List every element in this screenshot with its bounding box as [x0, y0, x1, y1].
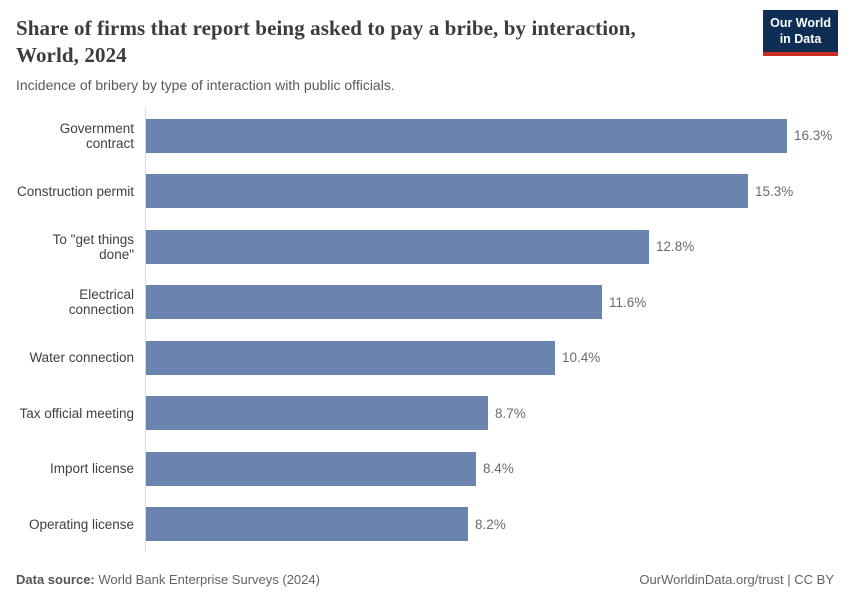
value-label: 11.6%	[609, 294, 647, 310]
bar[interactable]	[145, 340, 555, 375]
bar[interactable]	[145, 507, 468, 542]
owid-logo-line1: Our World	[770, 16, 831, 30]
bar-row: Construction permit 15.3%	[16, 164, 834, 220]
bar-row: Electrical connection 11.6%	[16, 275, 834, 331]
category-label: Import license	[49, 461, 134, 477]
bar-row: To "get things done" 12.8%	[16, 219, 834, 275]
data-source-label: Data source:	[16, 572, 95, 587]
bar-row: Tax official meeting 8.7%	[16, 386, 834, 442]
chart-footer: Data source: World Bank Enterprise Surve…	[16, 572, 834, 587]
value-label: 8.4%	[483, 461, 514, 477]
bar[interactable]	[145, 451, 476, 486]
category-label: Tax official meeting	[19, 405, 134, 421]
bar[interactable]	[145, 396, 488, 431]
value-label: 10.4%	[562, 350, 601, 366]
y-axis-line	[145, 108, 146, 552]
chart-subtitle: Incidence of bribery by type of interact…	[16, 77, 395, 93]
bar[interactable]	[145, 229, 649, 264]
bar[interactable]	[145, 118, 787, 153]
category-label: Water connection	[29, 350, 134, 366]
data-source: Data source: World Bank Enterprise Surve…	[16, 572, 320, 587]
category-label: Government contract	[59, 120, 134, 151]
bar[interactable]	[145, 285, 602, 320]
credit-link[interactable]: OurWorldinData.org/trust | CC BY	[639, 572, 834, 587]
value-label: 8.2%	[475, 516, 506, 532]
owid-logo-line2: in Data	[779, 32, 822, 47]
value-label: 8.7%	[495, 405, 526, 421]
bar-row: Government contract 16.3%	[16, 108, 834, 164]
value-label: 12.8%	[656, 239, 695, 255]
owid-logo[interactable]: Our World in Data	[763, 10, 838, 56]
bar-row: Operating license 8.2%	[16, 497, 834, 553]
category-label: Operating license	[28, 516, 134, 532]
data-source-value: World Bank Enterprise Surveys (2024)	[94, 572, 320, 587]
chart-header: Share of firms that report being asked t…	[0, 0, 850, 93]
value-label: 15.3%	[755, 183, 794, 199]
category-label: Construction permit	[16, 183, 134, 199]
chart-title-line-1: Share of firms that report being asked t…	[16, 16, 636, 40]
value-label: 16.3%	[794, 128, 833, 144]
bar-chart: Government contract 16.3% Construction per…	[16, 108, 834, 552]
bar-row: Import license 8.4%	[16, 441, 834, 497]
category-label: To "get things done"	[52, 231, 134, 262]
chart-title-line-2: World, 2024	[16, 43, 127, 67]
category-label: Electrical connection	[68, 287, 134, 318]
bar[interactable]	[145, 174, 748, 209]
bar-row: Water connection 10.4%	[16, 330, 834, 386]
